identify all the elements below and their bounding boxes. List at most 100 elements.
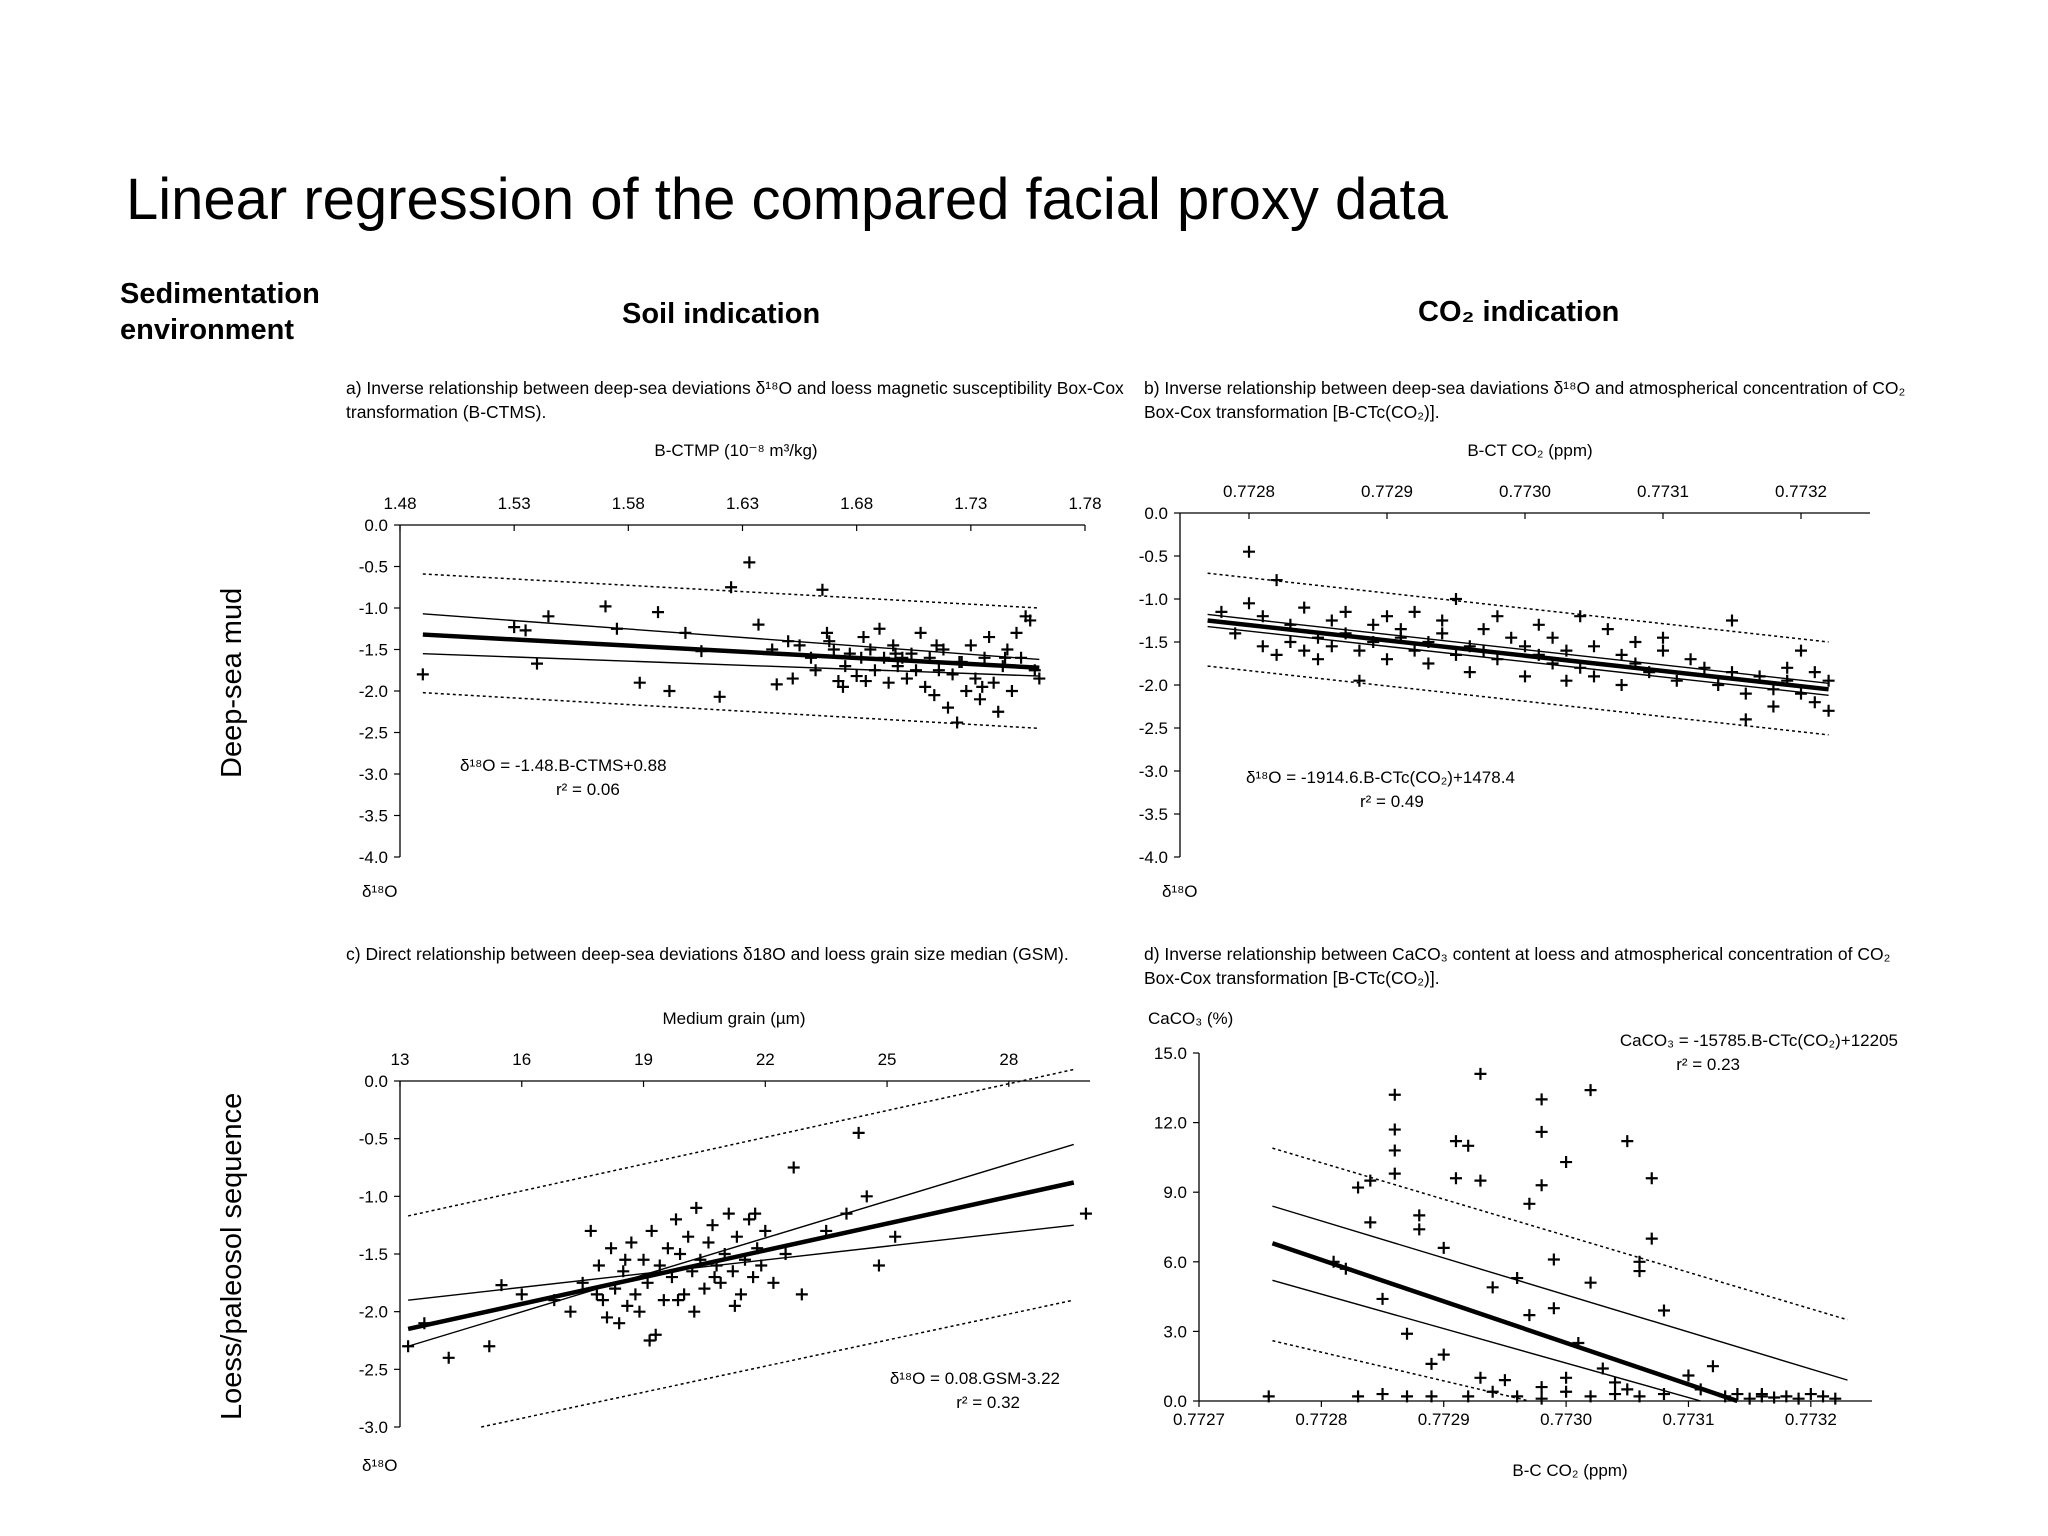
x-tick-label: 1.78 xyxy=(1068,494,1101,513)
data-point xyxy=(914,626,927,639)
data-point xyxy=(1633,1265,1646,1278)
data-point xyxy=(1486,1281,1499,1294)
data-point xyxy=(1694,1383,1707,1396)
data-point xyxy=(1339,605,1352,618)
data-point xyxy=(1547,1253,1560,1266)
regression-line xyxy=(1207,618,1829,692)
data-point xyxy=(1498,1374,1511,1387)
data-point xyxy=(882,676,895,689)
data-point xyxy=(1449,1172,1462,1185)
data-point xyxy=(1511,1272,1524,1285)
data-point xyxy=(1367,618,1380,631)
data-point xyxy=(726,1265,739,1278)
data-point xyxy=(749,1207,762,1220)
data-point xyxy=(1601,623,1614,636)
data-point xyxy=(1621,1135,1634,1148)
data-point xyxy=(1588,640,1600,653)
data-point xyxy=(643,1334,656,1347)
data-point xyxy=(1079,1207,1092,1220)
y-tick-label: 3.0 xyxy=(1163,1322,1187,1341)
data-point xyxy=(1768,1391,1781,1404)
data-point xyxy=(1312,631,1324,644)
data-point xyxy=(1633,1390,1646,1403)
data-point xyxy=(987,676,1000,689)
data-point xyxy=(1523,1197,1536,1210)
y-tick-label: -0.5 xyxy=(359,1130,388,1149)
data-point xyxy=(1547,1302,1560,1315)
data-point xyxy=(1422,657,1435,670)
equation-d: CaCO₃ = -15785.B-CTc(CO₂)+12205 xyxy=(1620,1031,1898,1050)
r-squared-c: r² = 0.32 xyxy=(956,1393,1020,1412)
data-point xyxy=(495,1279,508,1292)
data-point xyxy=(1477,623,1490,636)
y-tick-label: -1.0 xyxy=(359,1187,388,1206)
x-axis-label-d: B-C CO₂ (ppm) xyxy=(1512,1461,1627,1480)
data-point xyxy=(836,680,849,693)
data-point xyxy=(1327,1255,1340,1268)
regression-line xyxy=(422,632,1040,671)
data-point xyxy=(787,1161,800,1174)
data-point xyxy=(1615,648,1628,661)
data-point xyxy=(531,657,543,670)
data-point xyxy=(483,1340,496,1353)
data-point xyxy=(1325,614,1338,627)
x-tick-label: 1.68 xyxy=(840,494,873,513)
y-tick-label: 6.0 xyxy=(1163,1253,1187,1272)
data-point xyxy=(1804,1388,1817,1401)
data-point xyxy=(1436,627,1449,640)
data-point xyxy=(1532,618,1545,631)
data-point xyxy=(872,1259,885,1272)
data-point xyxy=(1584,1084,1597,1097)
data-point xyxy=(919,680,932,693)
data-point xyxy=(743,1213,756,1226)
data-point xyxy=(1780,1390,1793,1403)
x-tick-label: 0.7729 xyxy=(1418,1410,1470,1429)
x-tick-label: 16 xyxy=(512,1050,531,1069)
data-point xyxy=(900,672,913,685)
data-point xyxy=(1822,704,1835,717)
data-point xyxy=(592,1259,605,1272)
data-point xyxy=(1781,661,1794,674)
confidence-band-upper xyxy=(1272,1205,1848,1381)
x-tick-label: 0.7728 xyxy=(1295,1410,1347,1429)
data-point xyxy=(1670,674,1683,687)
data-point xyxy=(951,716,964,729)
data-point xyxy=(1572,1337,1585,1349)
data-point xyxy=(1413,1223,1426,1236)
data-point xyxy=(1437,1348,1450,1361)
data-point xyxy=(1519,670,1531,683)
data-point xyxy=(1422,636,1435,648)
data-point xyxy=(714,1276,727,1289)
data-point xyxy=(1574,661,1587,674)
x-tick-label: 1.63 xyxy=(726,494,759,513)
data-point xyxy=(1719,1390,1732,1403)
y-tick-label: -1.5 xyxy=(1139,633,1168,652)
y-axis-label-a: δ¹⁸O xyxy=(362,882,398,901)
data-point xyxy=(859,675,872,688)
data-point xyxy=(584,1224,597,1237)
data-point xyxy=(1436,614,1449,627)
data-point xyxy=(1367,636,1380,648)
data-point xyxy=(1726,666,1738,679)
data-point xyxy=(442,1351,455,1364)
data-point xyxy=(1682,1369,1695,1382)
data-point xyxy=(891,660,904,673)
data-point xyxy=(725,581,738,594)
y-tick-label: -2.0 xyxy=(359,682,388,701)
data-point xyxy=(805,651,817,664)
data-point xyxy=(905,647,918,660)
y-axis-label-c: δ¹⁸O xyxy=(362,1456,398,1475)
data-point xyxy=(1739,713,1752,726)
data-point xyxy=(1015,651,1028,664)
y-tick-label: 0.0 xyxy=(1144,504,1168,523)
data-point xyxy=(1376,1292,1389,1305)
data-point xyxy=(1243,545,1255,558)
data-point xyxy=(1486,1385,1499,1398)
y-axis-label-d: CaCO₃ (%) xyxy=(1148,1009,1233,1028)
data-point xyxy=(860,1190,873,1203)
data-point xyxy=(688,1305,701,1318)
data-point xyxy=(928,689,941,702)
data-point xyxy=(678,1288,691,1301)
data-point xyxy=(1698,661,1711,674)
